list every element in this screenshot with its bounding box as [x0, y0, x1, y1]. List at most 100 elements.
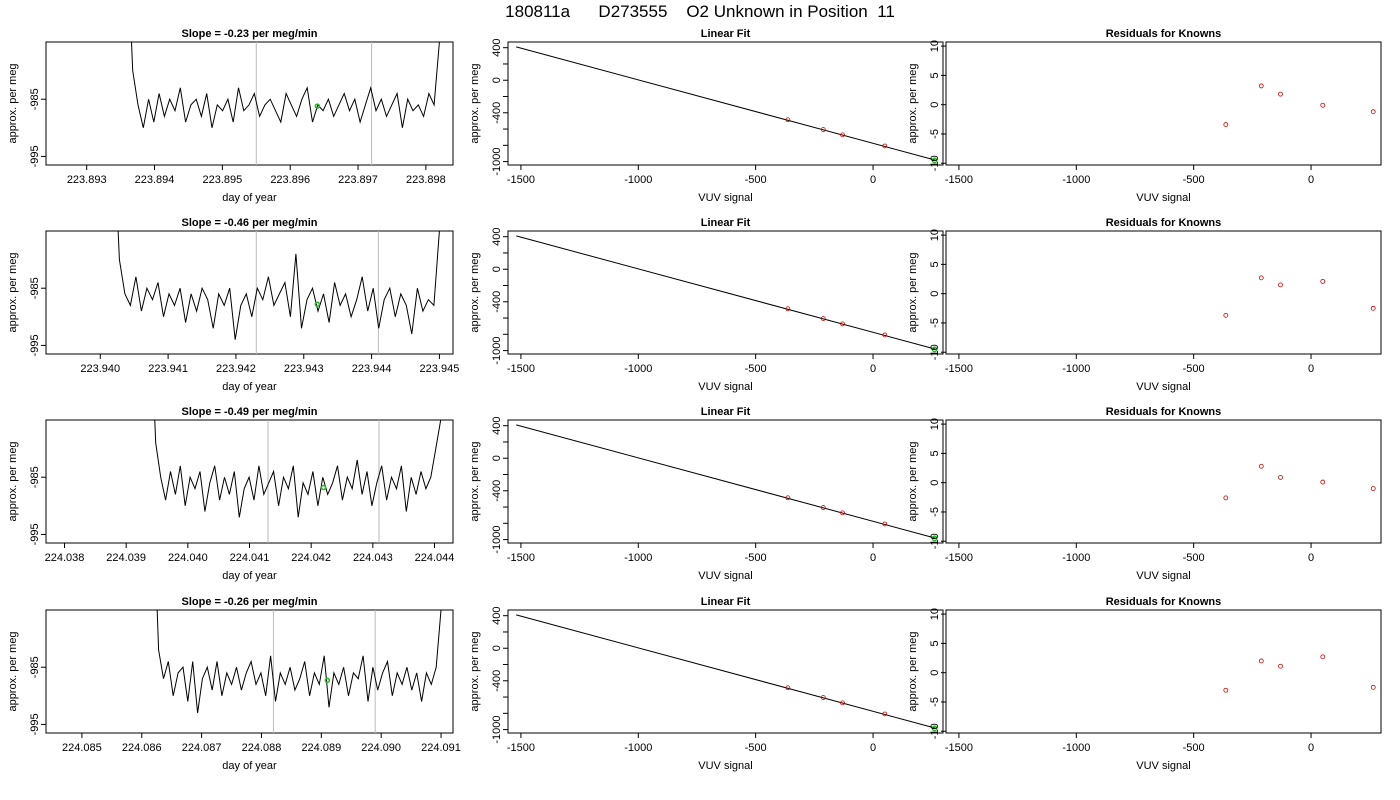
known-point [785, 685, 791, 691]
y-tick-label: -985 [29, 656, 41, 678]
x-tick-label: 224.041 [230, 552, 270, 564]
panel-0-1: Linear Fit -1500 -1000 -500 0 400 0 -400 -1000 VU… [469, 28, 944, 204]
y-tick-label: -995 [29, 713, 41, 735]
panel-3-0: Slope = -0.26 per meg/min 224.085 224.086 2… [7, 596, 461, 772]
panel-title: Slope = -0.23 per meg/min [181, 28, 317, 40]
y-tick-label: -1000 [491, 716, 503, 744]
series-line [130, 42, 440, 128]
y-tick-label: -400 [491, 480, 503, 502]
y-tick-label: -5 [929, 129, 941, 139]
y-tick-label: -5 [929, 697, 941, 707]
x-tick-label: 0 [870, 363, 876, 375]
panel-title: Linear Fit [701, 406, 751, 418]
x-tick-label: -500 [745, 363, 767, 375]
x-tick-label: 0 [1308, 742, 1314, 754]
residual-point [1223, 122, 1229, 127]
x-tick-label: -1000 [1062, 742, 1090, 754]
x-tick-label: -500 [745, 742, 767, 754]
known-point [840, 132, 845, 138]
x-tick-label: -1000 [1062, 174, 1090, 186]
panel-title: Slope = -0.46 per meg/min [181, 217, 317, 229]
x-tick-label: -500 [1183, 363, 1205, 375]
y-tick-label: 0 [491, 645, 503, 651]
y-tick-label: 10 [929, 40, 941, 52]
y-tick-label: -1000 [491, 148, 503, 176]
residual-point [1278, 282, 1283, 288]
x-tick-label: 0 [1308, 174, 1314, 186]
panel-title: Linear Fit [701, 28, 751, 40]
y-axis-label: approx. per meg [469, 63, 481, 143]
y-tick-label: -5 [929, 318, 941, 328]
plot-frame [507, 419, 944, 544]
x-axis-label: day of year [222, 381, 277, 393]
y-tick-label: 0 [929, 670, 941, 676]
unknown-point [931, 725, 938, 732]
x-tick-label: -500 [745, 174, 767, 186]
y-tick-label: 400 [491, 228, 503, 246]
known-point [882, 711, 888, 717]
x-tick-label: 223.942 [216, 363, 256, 375]
panel-1-2: Residuals for Knowns -1500 -1000 -500 0 10 5 0 -… [907, 217, 1382, 393]
x-tick-label: 223.940 [80, 363, 120, 375]
x-tick-label: 223.895 [202, 174, 242, 186]
x-tick-label: 0 [1308, 363, 1314, 375]
y-axis-label: approx. per meg [469, 252, 481, 332]
residual-point [1370, 684, 1376, 690]
plot-frame [945, 230, 1382, 355]
x-tick-label: -1500 [507, 552, 535, 564]
plot-frame [45, 41, 454, 166]
x-tick-label: -1500 [945, 552, 973, 564]
panel-2-0: Slope = -0.49 per meg/min 224.038 224.039 2… [7, 406, 454, 582]
x-tick-label: 0 [870, 742, 876, 754]
x-tick-label: -1500 [945, 174, 973, 186]
y-axis-label: approx. per meg [469, 441, 481, 521]
x-tick-label: 223.944 [352, 363, 392, 375]
panel-title: Residuals for Knowns [1106, 28, 1222, 40]
x-tick-label: 224.039 [106, 552, 146, 564]
panel-title: Slope = -0.26 per meg/min [181, 596, 317, 608]
x-tick-label: 224.043 [353, 552, 393, 564]
panel-title: Linear Fit [701, 596, 751, 608]
x-tick-label: -1000 [624, 742, 652, 754]
y-tick-label: 10 [929, 418, 941, 430]
unknown-marker [314, 301, 321, 307]
residual-point [1370, 109, 1376, 115]
y-tick-label: -400 [491, 102, 503, 124]
x-tick-label: 223.943 [284, 363, 324, 375]
plot-frame [45, 419, 454, 544]
known-point [882, 332, 888, 338]
x-axis-label: VUV signal [1136, 760, 1190, 772]
y-tick-label: 0 [491, 77, 503, 83]
residual-point [1223, 312, 1229, 318]
panel-title: Linear Fit [701, 217, 751, 229]
x-tick-label: 223.893 [67, 174, 107, 186]
known-point [785, 306, 791, 312]
x-tick-label: -500 [1183, 174, 1205, 186]
x-tick-label: 224.040 [168, 552, 208, 564]
x-tick-label: -1000 [1062, 363, 1090, 375]
x-tick-label: 223.941 [148, 363, 188, 375]
residual-point [1278, 474, 1283, 480]
residual-point [1258, 463, 1264, 469]
y-tick-label: -995 [29, 145, 41, 167]
unknown-point [931, 157, 938, 164]
fit-line [516, 614, 936, 729]
x-axis-label: day of year [222, 192, 277, 204]
residual-point [1320, 102, 1326, 108]
y-tick-label: -995 [29, 334, 41, 356]
x-tick-label: 224.088 [242, 742, 282, 754]
x-tick-label: 224.090 [361, 742, 401, 754]
panel-1-0: Slope = -0.46 per meg/min 223.940 223.941 2… [7, 217, 460, 393]
y-tick-label: -10 [929, 344, 941, 360]
x-tick-label: 223.945 [420, 363, 460, 375]
x-tick-label: -1000 [624, 363, 652, 375]
y-tick-label: 10 [929, 608, 941, 620]
y-tick-label: 5 [929, 261, 941, 267]
fit-line [516, 424, 936, 539]
x-tick-label: 224.042 [291, 552, 331, 564]
x-tick-label: -1500 [507, 174, 535, 186]
y-axis-label: approx. per meg [7, 63, 19, 143]
x-axis-label: VUV signal [1136, 381, 1190, 393]
